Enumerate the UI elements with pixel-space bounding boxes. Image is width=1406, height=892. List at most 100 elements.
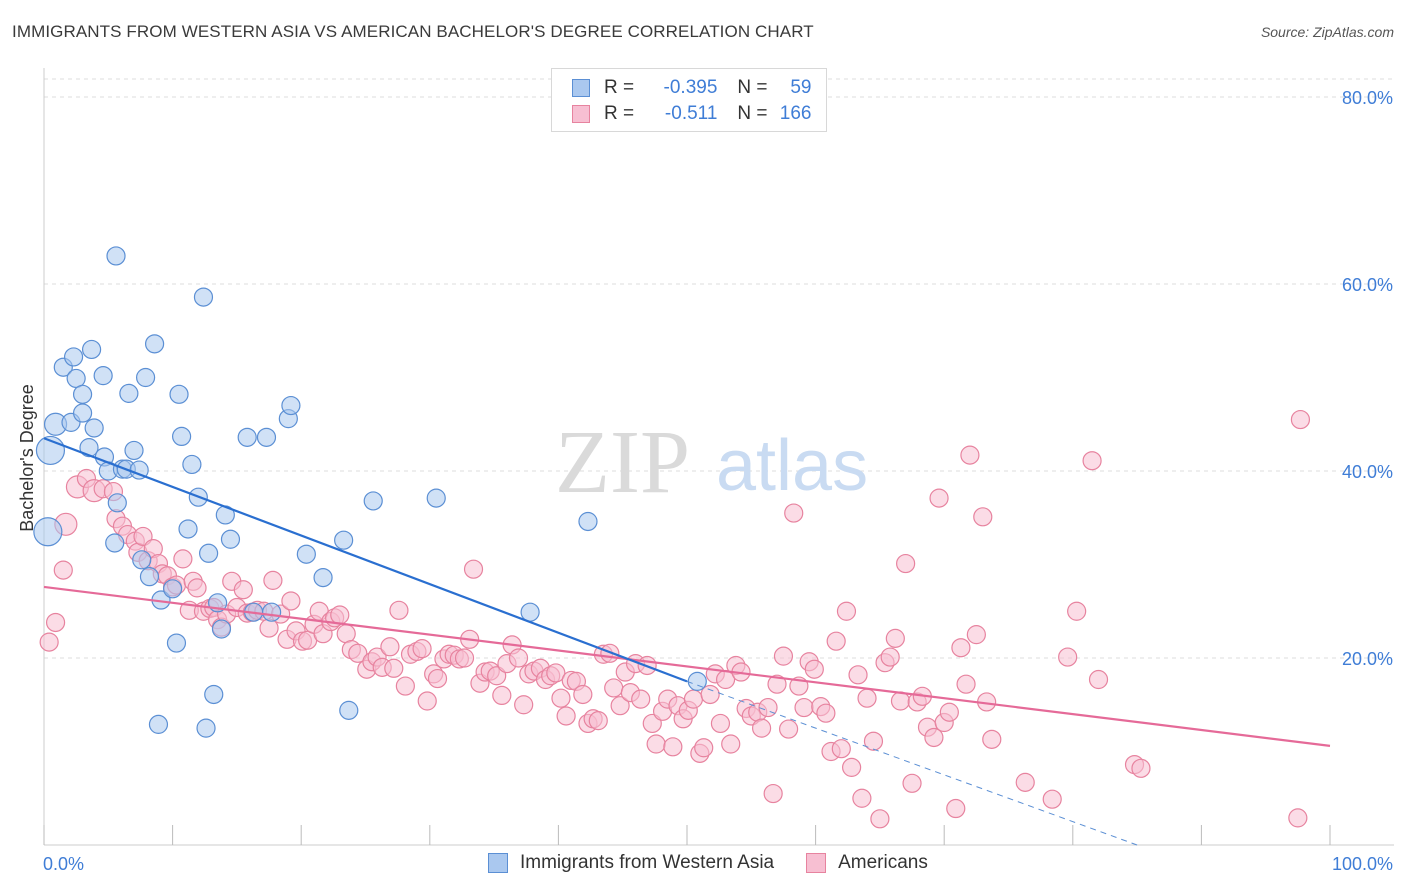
legend-row-western-asia: R = -0.395 N = 59 [572, 77, 812, 99]
point-western-asia [135, 367, 156, 388]
point-americans [233, 580, 253, 600]
point-western-asia [105, 533, 125, 553]
point-americans [556, 706, 576, 726]
point-americans [384, 658, 404, 678]
point-western-asia [107, 493, 127, 513]
point-western-asia [256, 427, 277, 447]
point-americans [492, 685, 512, 706]
bottom-legend-western-asia: Immigrants from Western Asia [488, 852, 774, 874]
bottom-legend-swatch-pink [806, 853, 827, 873]
y-tick-label: 80.0% [1342, 88, 1393, 108]
point-western-asia [339, 700, 359, 720]
point-americans [1042, 789, 1062, 809]
point-western-asia [313, 567, 333, 588]
point-americans [956, 674, 976, 694]
point-western-asia [166, 633, 187, 653]
series-americans [39, 409, 1311, 829]
legend-row-americans: R = -0.511 N = 166 [572, 103, 812, 125]
point-americans [39, 632, 59, 652]
point-americans [663, 737, 683, 757]
point-americans [939, 702, 959, 722]
point-western-asia [237, 427, 257, 447]
legend-swatch-pink [572, 105, 590, 123]
point-americans [773, 646, 794, 666]
point-americans [348, 643, 368, 663]
point-western-asia [33, 517, 63, 547]
point-americans [826, 631, 846, 651]
point-americans [885, 628, 905, 648]
point-americans [973, 507, 993, 527]
point-western-asia [182, 454, 202, 475]
point-americans [1288, 808, 1308, 828]
point-americans [604, 678, 624, 698]
bottom-legend: Immigrants from Western Asia Americans [488, 852, 960, 874]
watermark-atlas: atlas [716, 426, 868, 506]
point-americans [816, 703, 836, 723]
point-western-asia [169, 384, 189, 404]
point-americans [1067, 601, 1087, 621]
point-western-asia [172, 426, 192, 447]
point-americans [710, 713, 731, 734]
point-western-asia [426, 488, 446, 508]
point-americans [946, 798, 966, 819]
point-americans [412, 639, 432, 659]
point-western-asia [124, 440, 144, 461]
point-americans [551, 688, 571, 708]
point-americans [763, 783, 783, 804]
point-americans [758, 697, 778, 718]
point-western-asia [72, 384, 93, 404]
bottom-legend-swatch-blue [488, 853, 508, 873]
point-americans [870, 809, 890, 829]
x-tick-label-min: 0.0% [43, 854, 84, 874]
point-western-asia [296, 544, 316, 564]
point-americans [631, 689, 651, 709]
y-tick-label: 20.0% [1342, 649, 1393, 669]
point-americans [53, 560, 73, 580]
point-americans [173, 549, 193, 569]
point-western-asia [211, 619, 232, 639]
point-americans [1290, 409, 1311, 430]
point-americans [721, 734, 741, 754]
point-americans [389, 600, 409, 620]
point-americans [784, 503, 804, 523]
point-americans [778, 719, 799, 739]
point-americans [683, 689, 704, 709]
point-western-asia [363, 491, 383, 511]
point-americans [573, 684, 593, 705]
point-americans [966, 625, 986, 645]
point-americans [694, 738, 714, 758]
y-tick-label: 60.0% [1342, 275, 1393, 295]
grid-lines [44, 78, 1394, 659]
point-americans [1058, 647, 1078, 667]
point-americans [836, 601, 857, 621]
point-western-asia [81, 339, 102, 360]
watermark-zip: ZIP [555, 413, 690, 512]
x-tick-label-max: 100.0% [1332, 854, 1393, 874]
y-axis-title: Bachelor's Degree [17, 384, 37, 532]
point-western-asia [193, 287, 214, 307]
point-americans [330, 605, 350, 625]
point-americans [896, 553, 916, 574]
point-americans [848, 665, 868, 685]
point-americans [610, 696, 630, 716]
point-americans [1088, 669, 1109, 690]
point-americans [588, 711, 608, 731]
trend-line-americans [43, 585, 1331, 747]
point-americans [700, 684, 720, 705]
point-americans [951, 638, 971, 658]
axes [43, 68, 1394, 846]
point-americans [751, 718, 772, 738]
point-americans [982, 729, 1002, 749]
point-americans [831, 739, 851, 759]
point-americans [767, 674, 787, 694]
point-americans [45, 612, 66, 633]
point-western-asia [132, 550, 152, 570]
point-western-asia [119, 383, 139, 403]
point-americans [187, 578, 207, 598]
point-americans [646, 734, 666, 754]
point-americans [842, 757, 862, 777]
point-western-asia [578, 511, 598, 532]
point-western-asia [84, 418, 104, 438]
point-americans [546, 663, 566, 683]
